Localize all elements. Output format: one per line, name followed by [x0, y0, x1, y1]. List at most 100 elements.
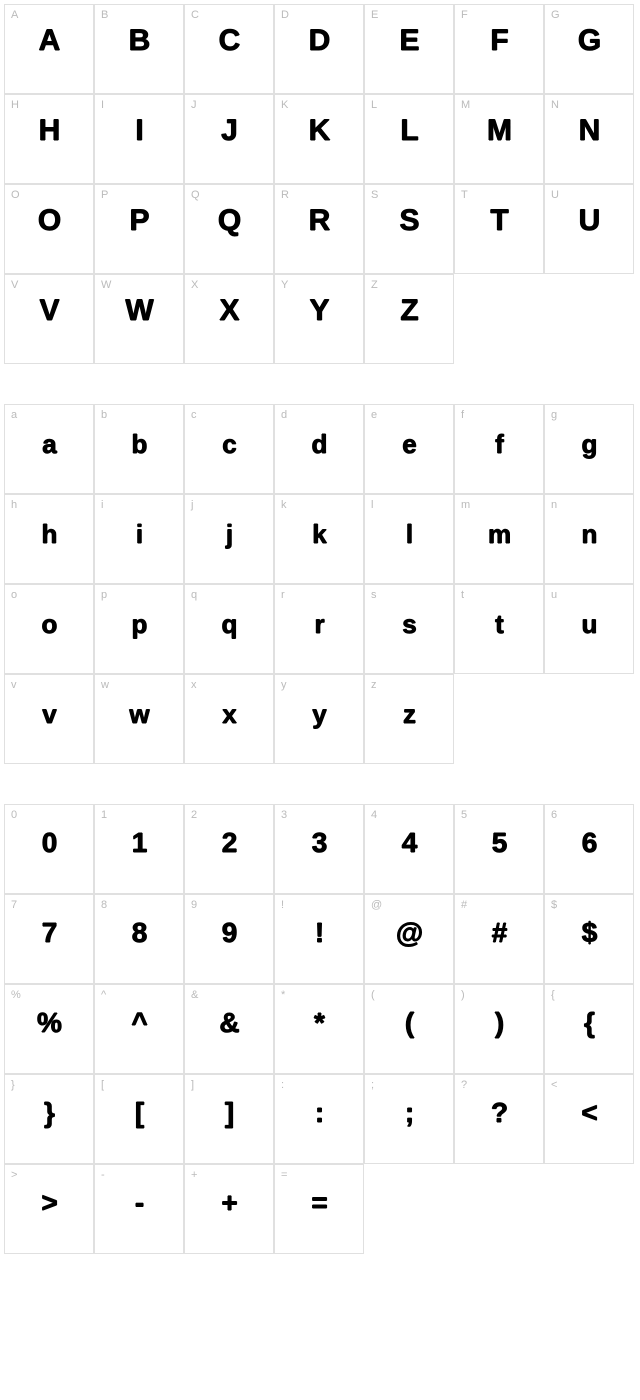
glyph-cell[interactable]: HH: [4, 94, 94, 184]
glyph-cell[interactable]: ##: [454, 894, 544, 984]
cell-label: Z: [371, 279, 378, 291]
glyph-cell[interactable]: AA: [4, 4, 94, 94]
glyph-cell[interactable]: **: [274, 984, 364, 1074]
glyph-cell[interactable]: %%: [4, 984, 94, 1074]
cell-label: l: [371, 499, 373, 511]
glyph-cell[interactable]: gg: [544, 404, 634, 494]
glyph-cell[interactable]: $$: [544, 894, 634, 984]
glyph-cell[interactable]: ]]: [184, 1074, 274, 1164]
cell-label: @: [371, 899, 382, 911]
cell-label: N: [551, 99, 559, 111]
glyph-cell[interactable]: kk: [274, 494, 364, 584]
glyph-cell[interactable]: QQ: [184, 184, 274, 274]
glyph-cell[interactable]: VV: [4, 274, 94, 364]
glyph-cell[interactable]: PP: [94, 184, 184, 274]
glyph-cell[interactable]: LL: [364, 94, 454, 184]
glyph-cell[interactable]: }}: [4, 1074, 94, 1164]
glyph-cell[interactable]: 66: [544, 804, 634, 894]
glyph-cell[interactable]: qq: [184, 584, 274, 674]
glyph-display: >: [41, 1189, 56, 1217]
glyph-cell[interactable]: {{: [544, 984, 634, 1074]
glyph-cell[interactable]: @@: [364, 894, 454, 984]
glyph-display: u: [582, 611, 597, 637]
glyph-cell[interactable]: aa: [4, 404, 94, 494]
glyph-cell[interactable]: SS: [364, 184, 454, 274]
section-uppercase: AABBCCDDEEFFGG HHIIJJKKLLMMNN OOPPQQRRSSTT…: [4, 4, 636, 364]
glyph-cell[interactable]: ee: [364, 404, 454, 494]
glyph-cell[interactable]: oo: [4, 584, 94, 674]
glyph-cell[interactable]: 00: [4, 804, 94, 894]
glyph-cell[interactable]: ZZ: [364, 274, 454, 364]
glyph-cell[interactable]: tt: [454, 584, 544, 674]
glyph-cell[interactable]: pp: [94, 584, 184, 674]
glyph-cell[interactable]: II: [94, 94, 184, 184]
glyph-cell[interactable]: !!: [274, 894, 364, 984]
glyph-cell[interactable]: 11: [94, 804, 184, 894]
glyph-cell[interactable]: XX: [184, 274, 274, 364]
glyph-cell[interactable]: ii: [94, 494, 184, 584]
glyph-cell[interactable]: OO: [4, 184, 94, 274]
glyph-cell[interactable]: bb: [94, 404, 184, 494]
glyph-cell[interactable]: zz: [364, 674, 454, 764]
cell-label: S: [371, 189, 378, 201]
glyph-cell[interactable]: )): [454, 984, 544, 1074]
cell-label: ^: [101, 989, 106, 1001]
glyph-cell[interactable]: rr: [274, 584, 364, 674]
glyph-cell[interactable]: uu: [544, 584, 634, 674]
glyph-display: o: [42, 611, 57, 637]
glyph-cell[interactable]: &&: [184, 984, 274, 1074]
glyph-cell[interactable]: ==: [274, 1164, 364, 1254]
cell-label: -: [101, 1169, 105, 1181]
glyph-cell[interactable]: dd: [274, 404, 364, 494]
glyph-cell[interactable]: >>: [4, 1164, 94, 1254]
glyph-cell[interactable]: ww: [94, 674, 184, 764]
glyph-cell[interactable]: nn: [544, 494, 634, 584]
glyph-cell[interactable]: 33: [274, 804, 364, 894]
glyph-cell[interactable]: jj: [184, 494, 274, 584]
glyph-cell[interactable]: GG: [544, 4, 634, 94]
glyph-cell[interactable]: KK: [274, 94, 364, 184]
glyph-cell[interactable]: ((: [364, 984, 454, 1074]
glyph-cell[interactable]: 44: [364, 804, 454, 894]
glyph-cell[interactable]: TT: [454, 184, 544, 274]
glyph-cell[interactable]: <<: [544, 1074, 634, 1164]
glyph-cell[interactable]: BB: [94, 4, 184, 94]
glyph-cell[interactable]: JJ: [184, 94, 274, 184]
glyph-cell[interactable]: WW: [94, 274, 184, 364]
glyph-cell[interactable]: xx: [184, 674, 274, 764]
glyph-cell[interactable]: cc: [184, 404, 274, 494]
glyph-cell[interactable]: ^^: [94, 984, 184, 1074]
glyph-cell[interactable]: mm: [454, 494, 544, 584]
glyph-cell[interactable]: 77: [4, 894, 94, 984]
glyph-cell[interactable]: ++: [184, 1164, 274, 1254]
glyph-cell[interactable]: ll: [364, 494, 454, 584]
glyph-cell[interactable]: vv: [4, 674, 94, 764]
cell-label: &: [191, 989, 198, 1001]
glyph-cell[interactable]: 22: [184, 804, 274, 894]
glyph-display: 2: [222, 829, 237, 857]
glyph-cell[interactable]: hh: [4, 494, 94, 584]
glyph-cell[interactable]: 88: [94, 894, 184, 984]
glyph-cell[interactable]: yy: [274, 674, 364, 764]
glyph-cell[interactable]: ff: [454, 404, 544, 494]
glyph-cell[interactable]: UU: [544, 184, 634, 274]
glyph-cell[interactable]: ss: [364, 584, 454, 674]
glyph-cell[interactable]: --: [94, 1164, 184, 1254]
glyph-cell[interactable]: NN: [544, 94, 634, 184]
glyph-cell[interactable]: [[: [94, 1074, 184, 1164]
glyph-cell[interactable]: ::: [274, 1074, 364, 1164]
glyph-cell[interactable]: CC: [184, 4, 274, 94]
cell-label: v: [11, 679, 17, 691]
glyph-cell[interactable]: ??: [454, 1074, 544, 1164]
glyph-cell[interactable]: 55: [454, 804, 544, 894]
glyph-cell[interactable]: MM: [454, 94, 544, 184]
cell-label: Q: [191, 189, 200, 201]
glyph-cell[interactable]: ;;: [364, 1074, 454, 1164]
glyph-cell[interactable]: EE: [364, 4, 454, 94]
glyph-cell[interactable]: YY: [274, 274, 364, 364]
glyph-display: [: [135, 1099, 143, 1127]
glyph-cell[interactable]: DD: [274, 4, 364, 94]
glyph-cell[interactable]: RR: [274, 184, 364, 274]
glyph-cell[interactable]: 99: [184, 894, 274, 984]
glyph-cell[interactable]: FF: [454, 4, 544, 94]
